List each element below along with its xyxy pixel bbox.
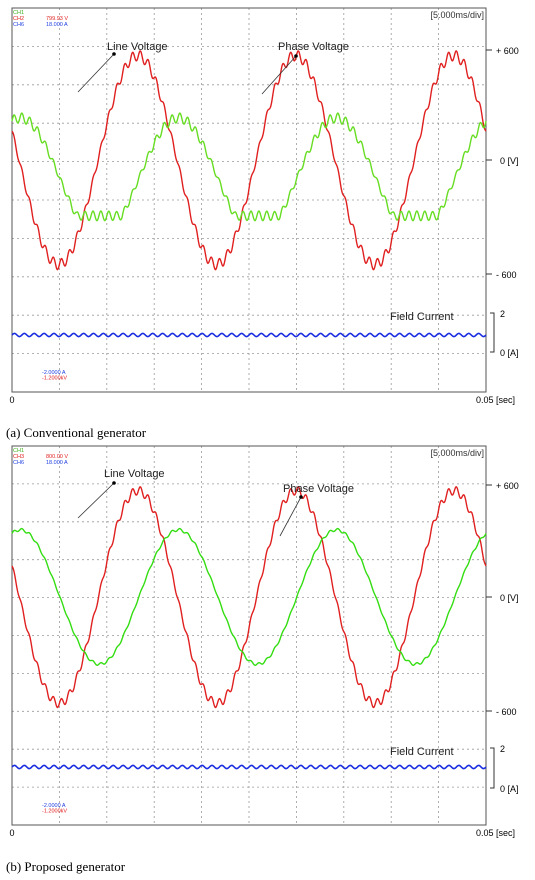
channel-offset: -1.2000kV <box>42 809 67 815</box>
channel-name: CH1 <box>13 10 24 16</box>
plot-frame <box>11 445 487 826</box>
current-tick-top: 2 <box>500 309 505 319</box>
line-voltage-trace <box>11 50 487 271</box>
phase-voltage-label: Phase Voltage <box>283 483 354 495</box>
time-division-label: [5.000ms/div] <box>430 448 484 458</box>
line-voltage-pointer <box>77 53 115 93</box>
phase-voltage-pointer-dot <box>294 54 298 58</box>
x-tick-start: 0 <box>9 828 14 838</box>
line-voltage-label: Line Voltage <box>107 41 168 53</box>
y-tick-bottom: - 600 <box>496 707 517 717</box>
y-tick-zero: 0 [V] <box>500 156 519 166</box>
channel-scale: 800.00 V <box>46 454 68 460</box>
current-tick-zero: 0 [A] <box>500 348 519 358</box>
phase-voltage-label: Phase Voltage <box>278 41 349 53</box>
time-division-label: [5.000ms/div] <box>430 10 484 20</box>
channel-scale: 18.000 A <box>46 460 68 466</box>
channel-scale: 799.93 V <box>46 16 68 22</box>
channel-offset: -2.0000 A <box>42 803 66 809</box>
field-current-label: Field Current <box>390 746 454 758</box>
phase-voltage-trace <box>11 527 487 666</box>
line-voltage-pointer-dot <box>112 52 116 56</box>
line-voltage-pointer <box>77 482 115 519</box>
current-scale-bracket <box>490 312 495 353</box>
line-voltage-pointer-dot <box>112 481 116 485</box>
current-tick-top: 2 <box>500 744 505 754</box>
x-tick-end: 0.05 [sec] <box>476 828 515 838</box>
field-current-label: Field Current <box>390 311 454 323</box>
current-tick-zero: 0 [A] <box>500 784 519 794</box>
channel-name: CH6 <box>13 460 24 466</box>
channel-offset: -2.0000 A <box>42 370 66 376</box>
caption-a: (a) Conventional generator <box>6 425 147 440</box>
channel-name: CH3 <box>13 454 24 460</box>
current-scale-bracket <box>490 747 495 789</box>
field-current-trace <box>11 764 487 770</box>
phase-voltage-trace <box>11 112 487 222</box>
y-tick-top: + 600 <box>496 481 519 491</box>
channel-name: CH1 <box>13 448 24 454</box>
phase-voltage-pointer <box>261 55 297 95</box>
line-voltage-trace <box>11 486 487 709</box>
x-tick-end: 0.05 [sec] <box>476 395 515 405</box>
plot-grid-1 <box>12 446 486 825</box>
plot-grid-0 <box>12 8 486 392</box>
channel-scale: 18.000 A <box>46 22 68 28</box>
y-tick-zero: 0 [V] <box>500 593 519 603</box>
phase-voltage-pointer-dot <box>299 495 303 499</box>
channel-name: CH6 <box>13 22 24 28</box>
channel-name: CH2 <box>13 16 24 22</box>
line-voltage-label: Line Voltage <box>104 468 165 480</box>
x-tick-start: 0 <box>9 395 14 405</box>
y-tick-top: + 600 <box>496 46 519 56</box>
y-tick-bottom: - 600 <box>496 270 517 280</box>
plot-frame <box>11 7 487 393</box>
field-current-trace <box>11 332 487 338</box>
caption-b: (b) Proposed generator <box>6 859 126 874</box>
phase-voltage-pointer <box>279 496 302 537</box>
channel-offset: -1.2000kV <box>42 376 67 382</box>
